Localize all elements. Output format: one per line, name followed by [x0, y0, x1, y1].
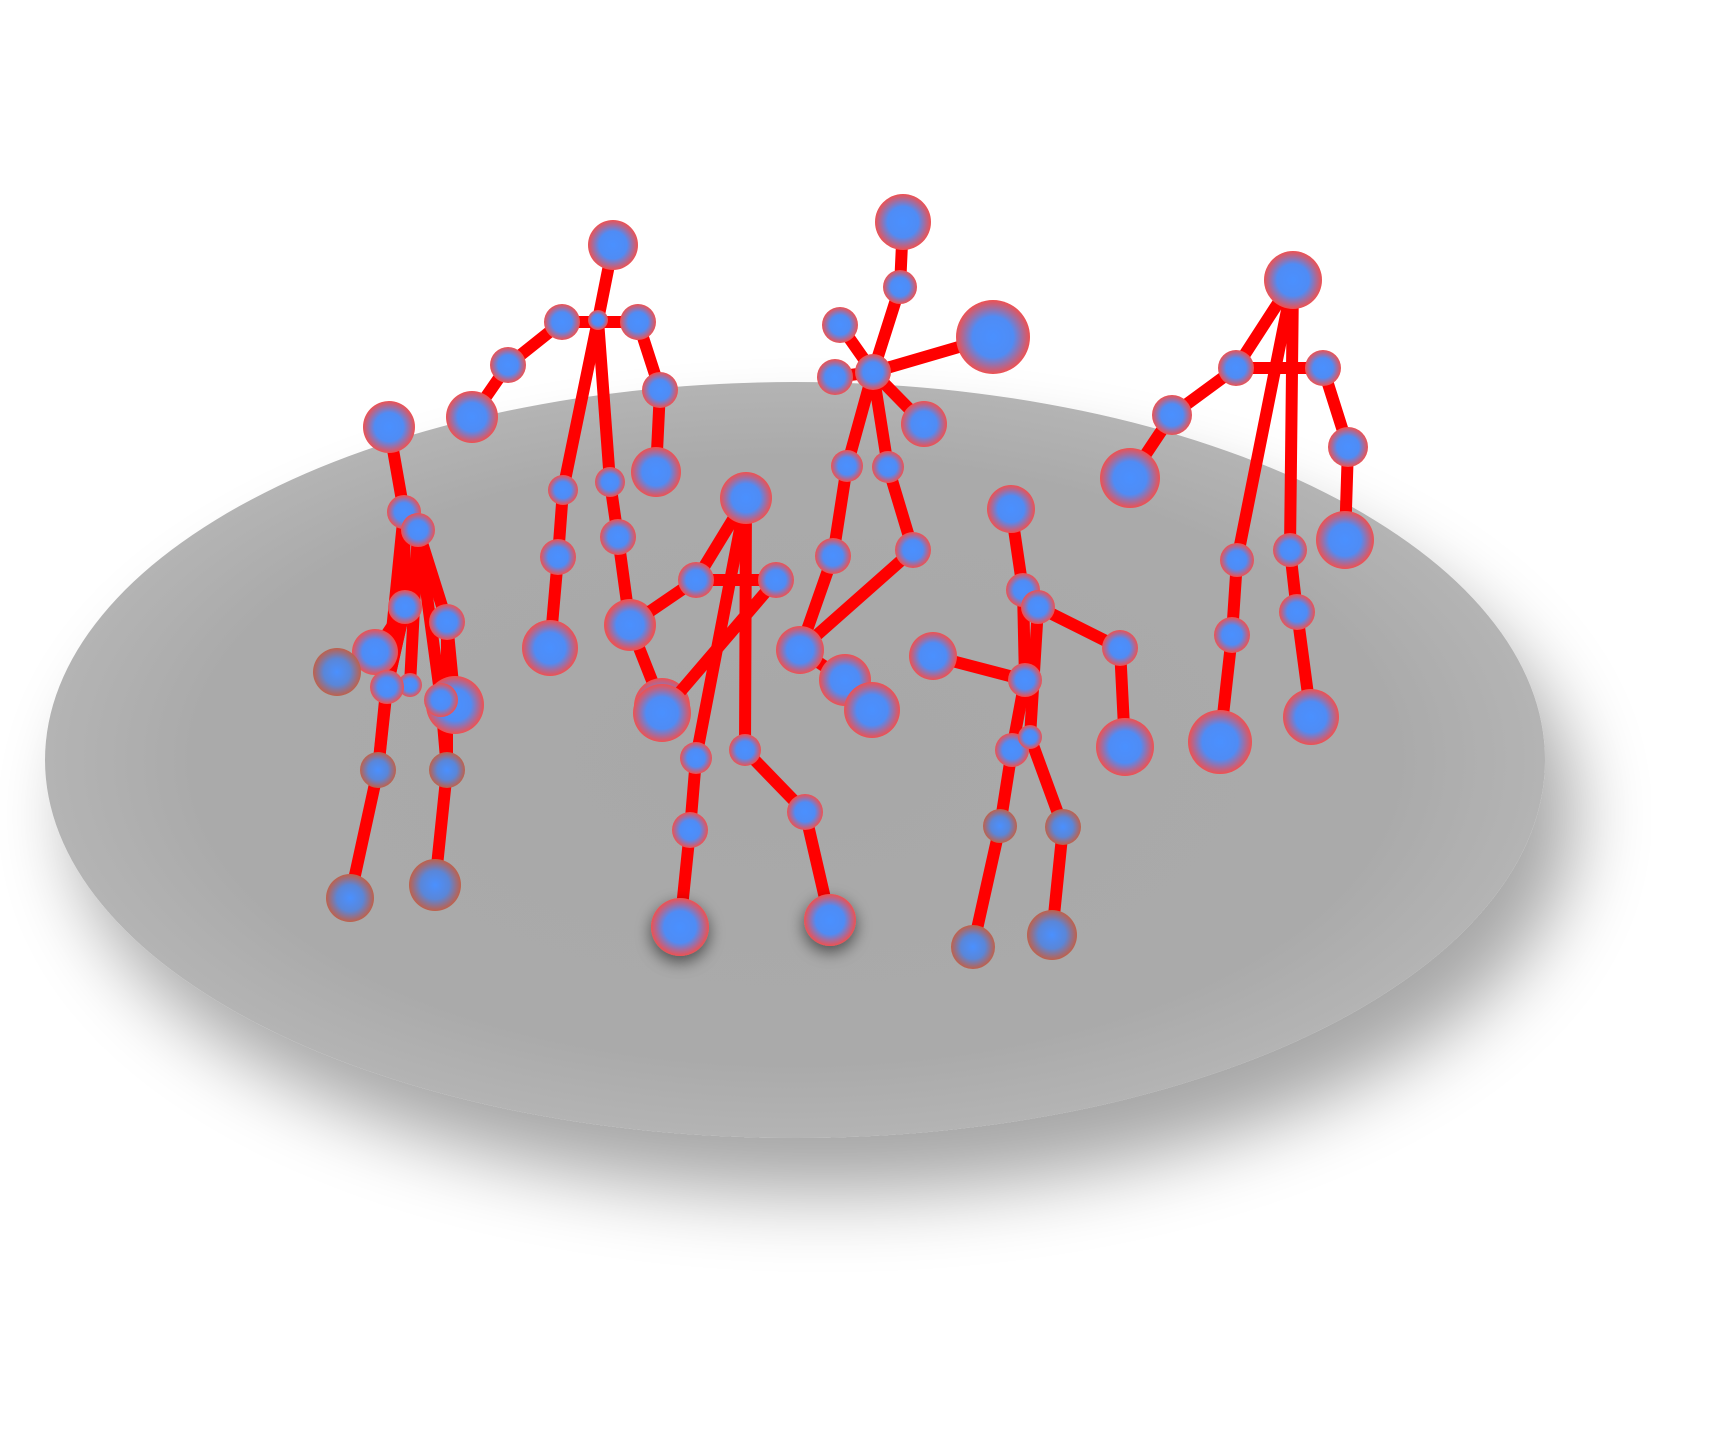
skeleton-joint	[844, 682, 900, 738]
skeleton-joint	[642, 372, 678, 408]
skeleton-joint	[363, 401, 415, 453]
skeleton-joint	[401, 513, 435, 547]
skeleton-joint	[1279, 594, 1315, 630]
skeleton-bone	[592, 314, 616, 488]
skeleton-bone	[412, 524, 447, 706]
pose-figure	[909, 485, 1154, 969]
floor-disk	[45, 382, 1545, 1138]
skeleton-bone	[1284, 274, 1299, 556]
skeleton-joint	[883, 270, 917, 304]
skeleton-joint	[631, 447, 681, 497]
pose-figure	[313, 401, 484, 922]
skeleton-joint	[895, 532, 931, 568]
skeleton-joint	[620, 304, 656, 340]
skeleton-joint	[605, 600, 655, 650]
skeleton-bone	[794, 544, 919, 656]
skeleton-joint	[678, 562, 714, 598]
skeleton-joint	[804, 894, 856, 946]
skeleton-joint	[1264, 251, 1322, 309]
skeleton-joint	[951, 925, 995, 969]
skeleton-joint	[388, 590, 422, 624]
skeleton-joint	[446, 391, 498, 443]
skeleton-joint	[855, 354, 891, 390]
skeleton-joint	[548, 475, 578, 505]
skeleton-joint	[352, 629, 398, 675]
skeleton-joint	[758, 562, 794, 598]
skeleton-joint	[544, 304, 580, 340]
skeleton-joint	[313, 648, 361, 696]
skeleton-joint	[429, 752, 465, 788]
skeleton-joint	[1220, 543, 1254, 577]
skeleton-joint	[1096, 718, 1154, 776]
skeleton-joint	[787, 794, 823, 830]
skeleton-joint	[370, 670, 404, 704]
skeleton-joint	[720, 472, 772, 524]
skeleton-joint	[1273, 533, 1307, 567]
skeleton-joint	[1328, 427, 1368, 467]
skeleton-joint	[588, 310, 608, 330]
skeleton-joint	[909, 632, 957, 680]
skeleton-bone	[1231, 274, 1299, 566]
skeleton-joint	[595, 467, 625, 497]
skeleton-joint	[360, 752, 396, 788]
skeleton-joint	[1214, 617, 1250, 653]
skeleton-joint	[1021, 590, 1055, 624]
skeleton-joint	[1100, 448, 1160, 508]
skeleton-joint	[817, 359, 853, 395]
skeleton-joint	[1218, 350, 1254, 386]
skeleton-joint	[815, 538, 851, 574]
skeleton-joint	[490, 347, 526, 383]
pose-figure	[776, 194, 1030, 738]
skeleton-joint	[875, 194, 931, 250]
skeleton-bone	[557, 314, 604, 496]
skeleton-joint	[1316, 511, 1374, 569]
skeleton-joint	[1102, 630, 1138, 666]
skeleton-joint	[409, 859, 461, 911]
skeleton-joint	[522, 620, 578, 676]
skeleton-joint	[831, 450, 863, 482]
skeleton-joint	[398, 673, 422, 697]
skeleton-bone	[739, 492, 752, 756]
pose-figure	[605, 472, 856, 956]
skeleton-joint	[600, 519, 636, 555]
skeleton-joint	[633, 684, 691, 742]
skeleton-joint	[822, 307, 858, 343]
skeleton-joint	[1018, 725, 1042, 749]
skeleton-joint	[651, 898, 709, 956]
skeleton-joint	[1027, 910, 1077, 960]
skeleton-joint	[901, 401, 947, 447]
skeleton-joint	[729, 734, 761, 766]
skeleton-joint	[987, 485, 1035, 533]
skeleton-joint	[588, 220, 638, 270]
skeleton-joint	[776, 626, 824, 674]
skeleton-joint	[1188, 710, 1252, 774]
skeleton-joint	[1305, 350, 1341, 386]
skeleton-joint	[983, 809, 1017, 843]
skeleton-joint	[680, 742, 712, 774]
skeleton-joint	[424, 683, 458, 717]
skeleton-joint	[1283, 689, 1339, 745]
skeleton-joint	[672, 812, 708, 848]
skeleton-joint	[1008, 663, 1042, 697]
pose-figures	[313, 194, 1374, 969]
pose-figure	[1100, 251, 1374, 774]
skeleton-joint	[429, 604, 465, 640]
skeleton-joint	[540, 539, 576, 575]
skeleton-joint	[872, 451, 904, 483]
skeleton-joint	[1045, 809, 1081, 845]
skeleton-bone	[690, 492, 752, 764]
skeleton-joint	[956, 300, 1030, 374]
skeleton-joint	[1152, 395, 1192, 435]
skeleton-joint	[326, 874, 374, 922]
